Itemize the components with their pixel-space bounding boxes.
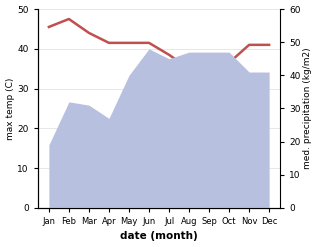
Y-axis label: med. precipitation (kg/m2): med. precipitation (kg/m2) bbox=[303, 48, 313, 169]
X-axis label: date (month): date (month) bbox=[120, 231, 198, 242]
Y-axis label: max temp (C): max temp (C) bbox=[5, 77, 15, 140]
